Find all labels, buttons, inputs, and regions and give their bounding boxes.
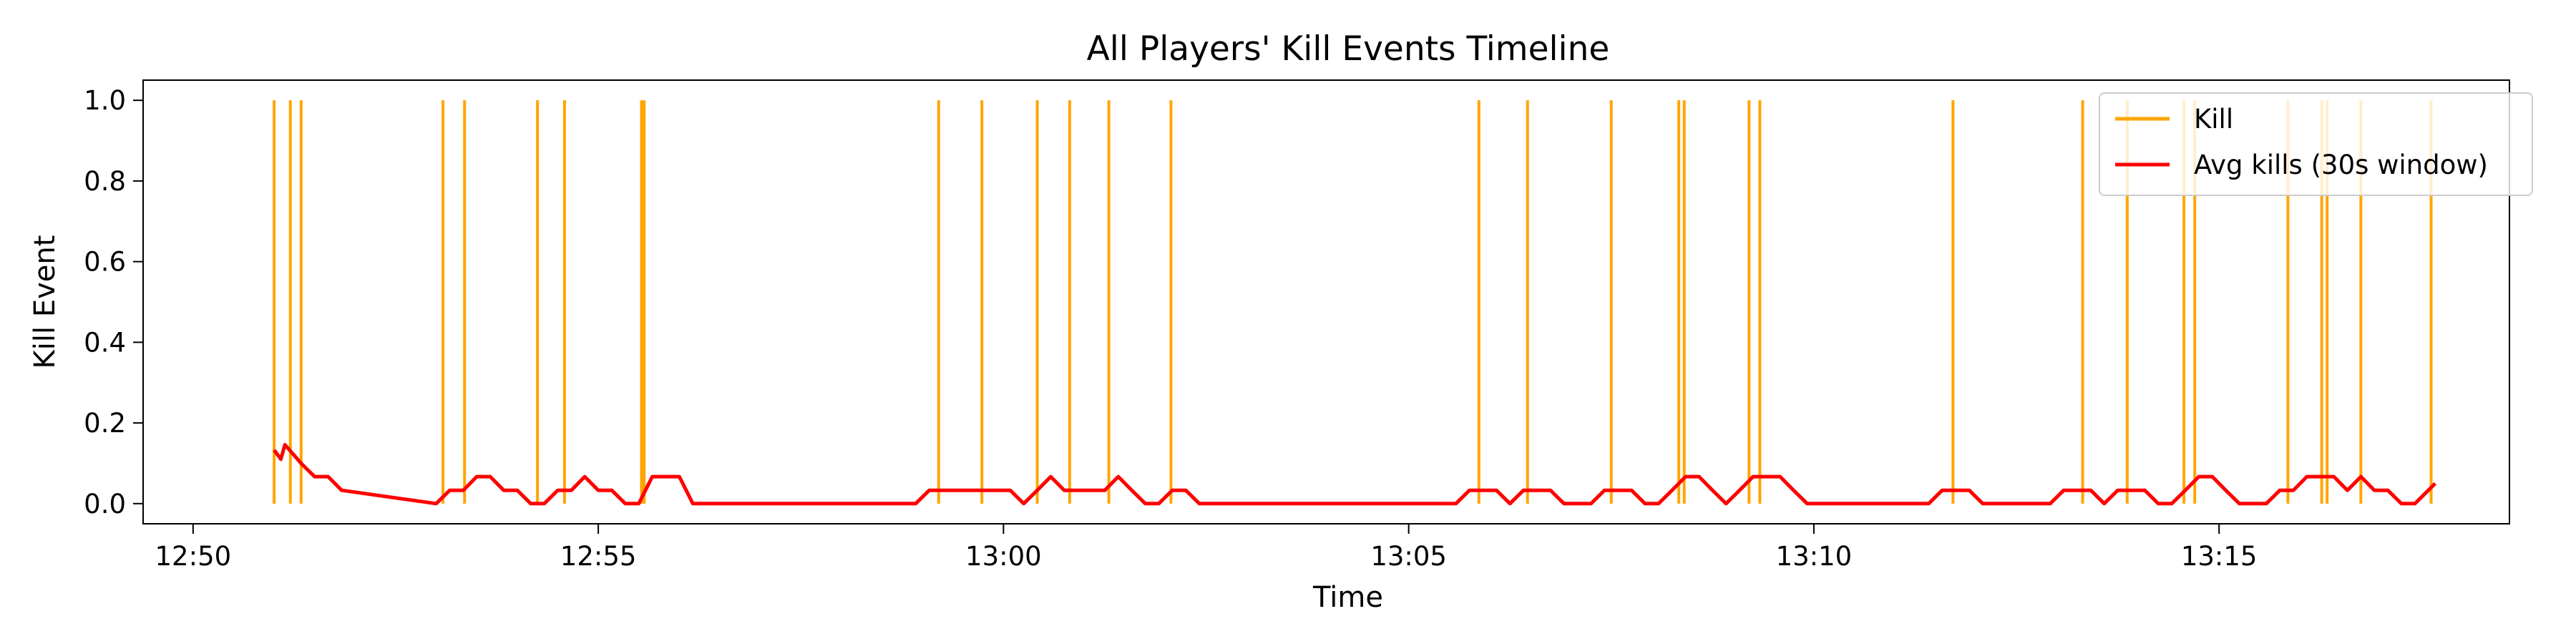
y-tick-label-1: 0.2	[84, 408, 126, 439]
x-tick-label-1: 12:55	[560, 541, 637, 572]
y-tick-label-0: 0.0	[84, 489, 126, 519]
legend-frame	[2099, 92, 2533, 196]
y-tick-label-3: 0.6	[84, 247, 126, 278]
y-axis-label: Kill Event	[29, 235, 62, 369]
legend: Kill Avg kills (30s window)	[2099, 92, 2533, 196]
y-tick-label-5: 1.0	[84, 85, 126, 116]
x-axis: 12:50 12:55 13:00 13:05 13:10 13:15	[155, 524, 2258, 572]
y-tick-label-2: 0.4	[84, 327, 126, 358]
x-axis-label: Time	[1312, 581, 1383, 614]
avg-kills-series	[273, 443, 2436, 506]
x-tick-label-3: 13:05	[1370, 541, 1447, 572]
legend-label-avg: Avg kills (30s window)	[2194, 150, 2488, 180]
x-tick-label-4: 13:10	[1776, 541, 1853, 572]
x-tick-label-0: 12:50	[155, 541, 232, 572]
legend-label-kill: Kill	[2194, 104, 2233, 135]
y-tick-label-4: 0.8	[84, 166, 126, 197]
y-axis: 0.0 0.2 0.4 0.6 0.8 1.0	[84, 85, 143, 519]
avg-kills-line	[273, 443, 2436, 506]
plot-frame	[142, 79, 2510, 525]
chart-title: All Players' Kill Events Timeline	[1087, 29, 1610, 69]
x-tick-label-2: 13:00	[965, 541, 1042, 572]
x-tick-label-5: 13:15	[2181, 541, 2258, 572]
